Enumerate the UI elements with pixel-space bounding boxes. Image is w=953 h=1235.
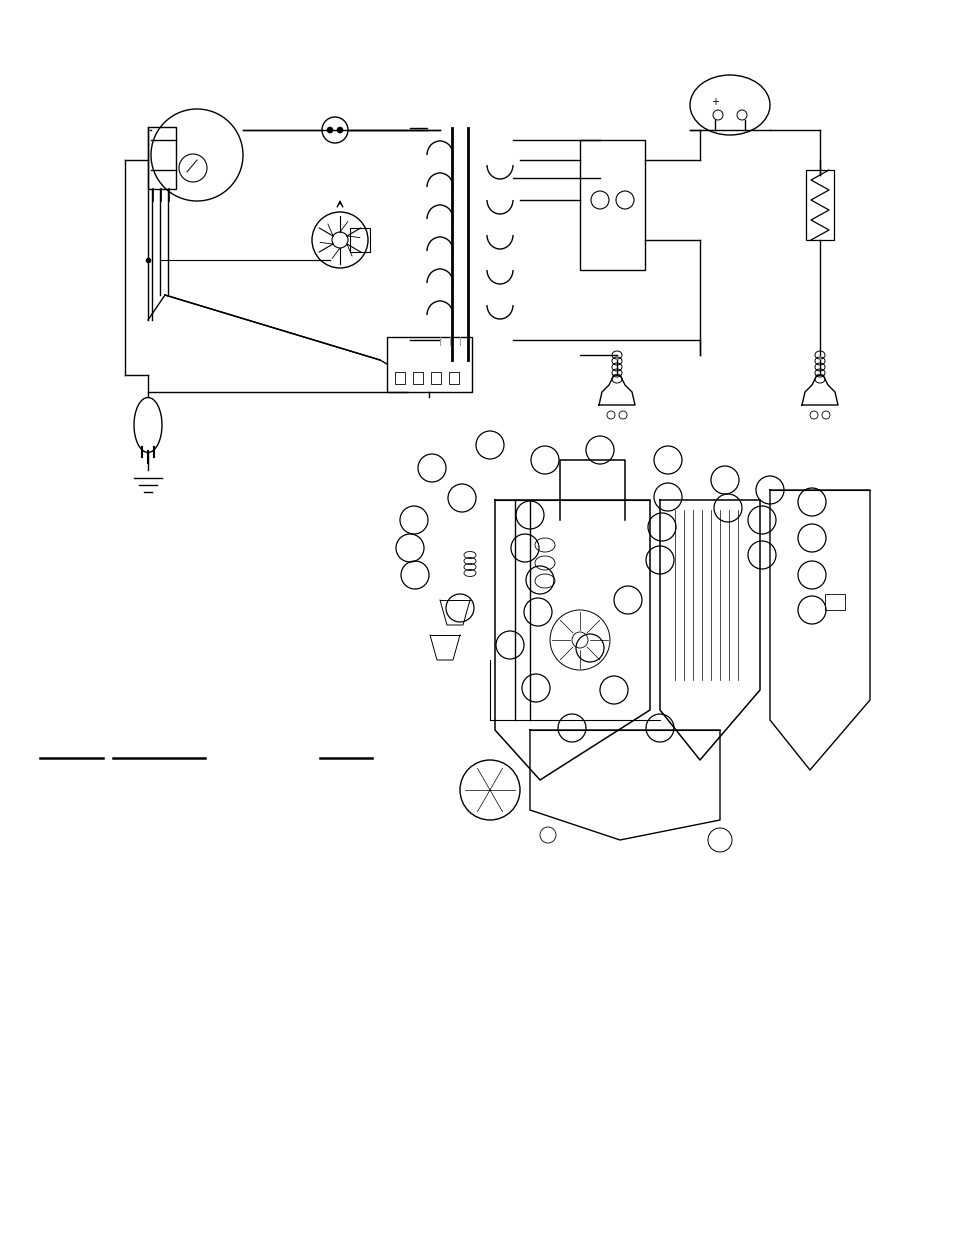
Bar: [805, 170, 833, 240]
Bar: [148, 127, 175, 189]
Bar: [395, 372, 405, 384]
Bar: [350, 228, 370, 252]
Circle shape: [327, 127, 333, 133]
Bar: [413, 372, 422, 384]
Bar: [387, 337, 472, 391]
Circle shape: [336, 127, 343, 133]
Bar: [449, 372, 458, 384]
Bar: [824, 594, 844, 610]
Bar: [579, 140, 644, 270]
Text: +: +: [710, 98, 719, 107]
Bar: [431, 372, 440, 384]
